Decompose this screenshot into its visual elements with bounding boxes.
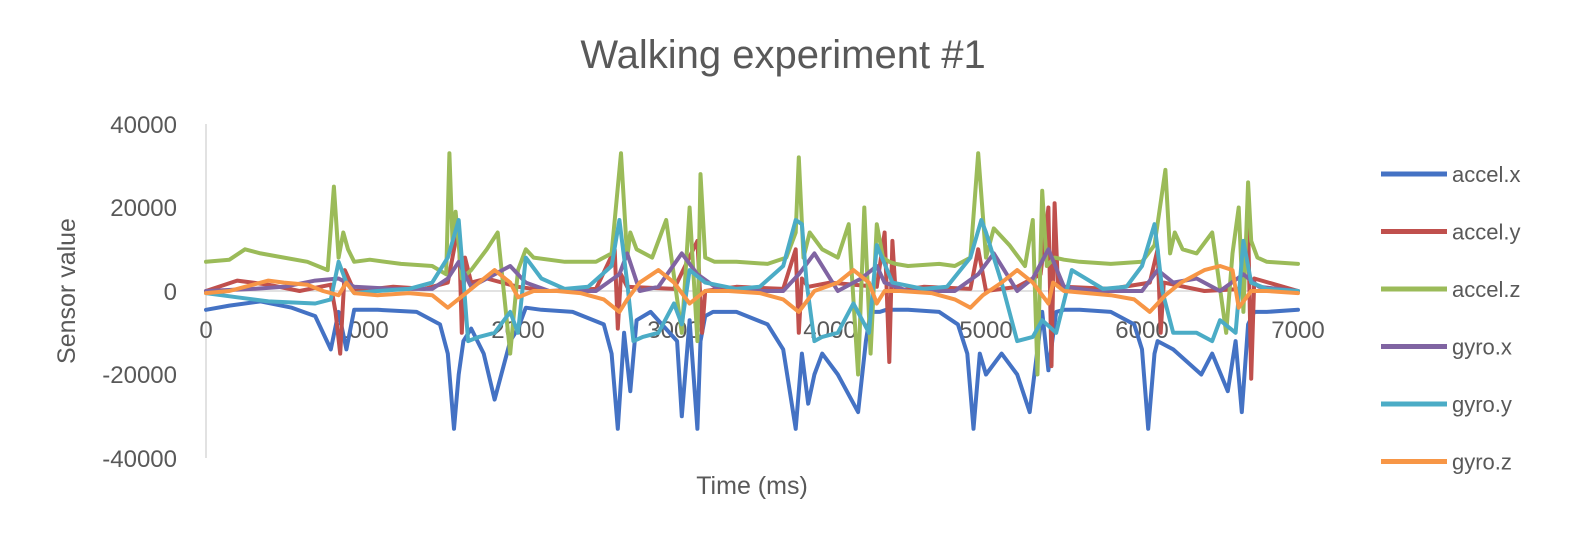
y-axis-ticks: 40000 20000 0 -20000 -40000 xyxy=(102,112,177,473)
legend-label: accel.y xyxy=(1452,220,1520,245)
legend-label: gyro.y xyxy=(1452,392,1512,417)
legend-label: gyro.z xyxy=(1452,450,1512,475)
plot-area xyxy=(204,151,1300,431)
y-tick-label: -20000 xyxy=(102,362,177,389)
x-tick-label: 7000 xyxy=(1271,317,1324,344)
y-axis-title: Sensor value xyxy=(53,218,81,364)
y-tick-label: 40000 xyxy=(110,112,177,139)
series-line-gyro-x xyxy=(204,247,1300,293)
x-axis-title: Time (ms) xyxy=(696,472,808,500)
legend: accel.x accel.y accel.z gyro.x gyro.y gyro.z xyxy=(1381,162,1520,475)
chart-title: Walking experiment #1 xyxy=(580,33,985,77)
y-tick-label: -40000 xyxy=(102,446,177,473)
legend-label: accel.z xyxy=(1452,277,1520,302)
series-line-gyro-y xyxy=(204,218,1300,344)
series-line-gyro-z xyxy=(204,264,1300,314)
x-tick-label: 0 xyxy=(199,317,212,344)
legend-label: gyro.x xyxy=(1452,335,1512,360)
y-tick-label: 20000 xyxy=(110,195,177,222)
x-tick-label: 5000 xyxy=(959,317,1012,344)
series-line-accel-x xyxy=(204,299,1300,431)
legend-label: accel.x xyxy=(1452,162,1520,187)
y-tick-label: 0 xyxy=(164,279,177,306)
series-line-accel-z xyxy=(204,151,1300,377)
